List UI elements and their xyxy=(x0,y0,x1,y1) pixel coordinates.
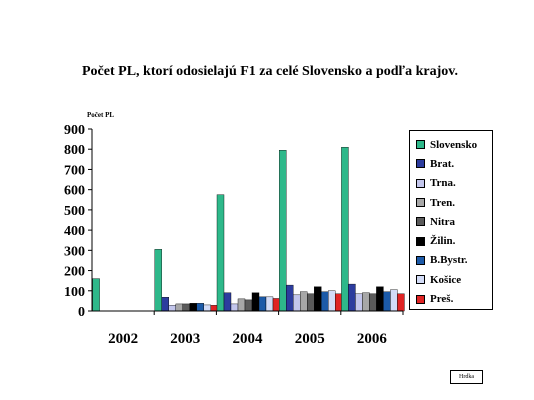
y-tick-label: 900 xyxy=(64,123,85,138)
bar-B.Bystr.-2006 xyxy=(383,291,391,312)
bar-Slovensko-2002 xyxy=(92,278,100,312)
y-tick-label: 200 xyxy=(64,265,85,280)
x-tick-label: 2002 xyxy=(108,331,138,347)
bar-Žilin.-2004 xyxy=(251,292,260,312)
legend-label: B.Bystr. xyxy=(430,254,468,267)
legend-label: Tren. xyxy=(430,196,455,209)
bar-Žilin.-2003 xyxy=(189,303,198,312)
y-tick-label: 400 xyxy=(64,224,85,239)
x-tick-label: 2006 xyxy=(357,331,388,347)
bar-Košice-2003 xyxy=(203,304,212,312)
bar-Slovensko-2005 xyxy=(279,150,287,312)
y-tick-label: 500 xyxy=(64,204,85,219)
bar-Preš.-2006 xyxy=(397,293,405,312)
bar-Trna.-2005 xyxy=(293,294,301,312)
y-tick-label: 100 xyxy=(64,285,85,300)
bar-Tren.-2003 xyxy=(175,303,184,312)
x-tick-label: 2003 xyxy=(170,331,200,347)
legend-label: Nitra xyxy=(430,215,456,228)
footnote-box: Hrdka xyxy=(450,370,483,384)
y-tick-label: 800 xyxy=(64,143,85,158)
legend-swatch xyxy=(416,217,425,227)
legend-label: Trna. xyxy=(430,177,456,190)
legend-item: Trna. xyxy=(416,174,492,193)
bar-Košice-2004 xyxy=(265,296,274,312)
x-tick-label: 2004 xyxy=(233,331,264,347)
legend-item: Košice xyxy=(416,270,492,289)
bar-B.Bystr.-2004 xyxy=(258,296,267,312)
bar-Slovensko-2006 xyxy=(341,146,349,312)
bar-Žilin.-2005 xyxy=(314,286,322,312)
legend-item: Brat. xyxy=(416,154,492,173)
bar-Tren.-2005 xyxy=(300,291,308,312)
bar-Slovensko-2003 xyxy=(154,249,163,312)
bar-Nitra-2006 xyxy=(369,293,377,312)
bars-group xyxy=(92,146,405,312)
bar-Trna.-2003 xyxy=(168,305,177,312)
bar-Brat.-2004 xyxy=(223,292,232,312)
bar-Preš.-2003 xyxy=(210,305,219,312)
legend-swatch xyxy=(416,275,425,285)
bar-Nitra-2005 xyxy=(307,293,315,312)
y-tick-label: 700 xyxy=(64,163,85,178)
bar-Košice-2006 xyxy=(390,289,398,312)
legend-swatch xyxy=(416,159,425,169)
bar-Nitra-2003 xyxy=(182,303,191,312)
legend-item: Slovensko xyxy=(416,135,492,154)
y-tick-label: 0 xyxy=(78,305,85,320)
y-tick-label: 300 xyxy=(64,244,85,259)
bar-Košice-2005 xyxy=(328,290,336,312)
y-axis-label: Počet PL xyxy=(87,111,115,119)
chart-legend: Slovensko Brat. Trna. Tren. Nitra Žilin. B.Bys… xyxy=(409,130,493,310)
bar-Preš.-2004 xyxy=(272,298,281,312)
bar-Brat.-2006 xyxy=(348,283,356,312)
legend-item: Tren. xyxy=(416,193,492,212)
y-tick-label: 600 xyxy=(64,184,85,199)
x-tick-label: 2005 xyxy=(295,331,325,347)
legend-swatch xyxy=(416,198,425,208)
axes-group: 0 100 200 300 400 500 600 700 800 900 2002 2003 2004… xyxy=(64,123,404,347)
bar-Tren.-2006 xyxy=(362,292,370,312)
bar-Brat.-2005 xyxy=(286,284,294,312)
legend-label: Preš. xyxy=(430,293,454,306)
legend-swatch xyxy=(416,140,425,150)
bar-B.Bystr.-2003 xyxy=(196,303,205,312)
bar-Žilin.-2006 xyxy=(376,286,384,312)
bar-Trna.-2006 xyxy=(355,293,363,312)
bar-Tren.-2004 xyxy=(237,298,246,312)
chart-title: Počet PL, ktorí odosielajú F1 za celé Sl… xyxy=(82,64,458,79)
bar-Trna.-2004 xyxy=(230,303,239,312)
bar-Preš.-2005 xyxy=(335,293,343,312)
bar-Slovensko-2004 xyxy=(216,194,225,312)
legend-label: Košice xyxy=(430,273,462,286)
legend-item: Preš. xyxy=(416,289,492,308)
legend-item: B.Bystr. xyxy=(416,251,492,270)
legend-label: Brat. xyxy=(430,157,455,170)
legend-item: Nitra xyxy=(416,212,492,231)
legend-swatch xyxy=(416,294,425,304)
bar-Brat.-2003 xyxy=(161,297,170,312)
legend-swatch xyxy=(416,255,425,265)
legend-label: Žilin. xyxy=(430,235,456,248)
bar-B.Bystr.-2005 xyxy=(321,291,329,312)
bar-Nitra-2004 xyxy=(244,299,253,312)
legend-swatch xyxy=(416,178,425,188)
legend-swatch xyxy=(416,236,425,246)
legend-label: Slovensko xyxy=(430,138,478,151)
legend-item: Žilin. xyxy=(416,231,492,250)
